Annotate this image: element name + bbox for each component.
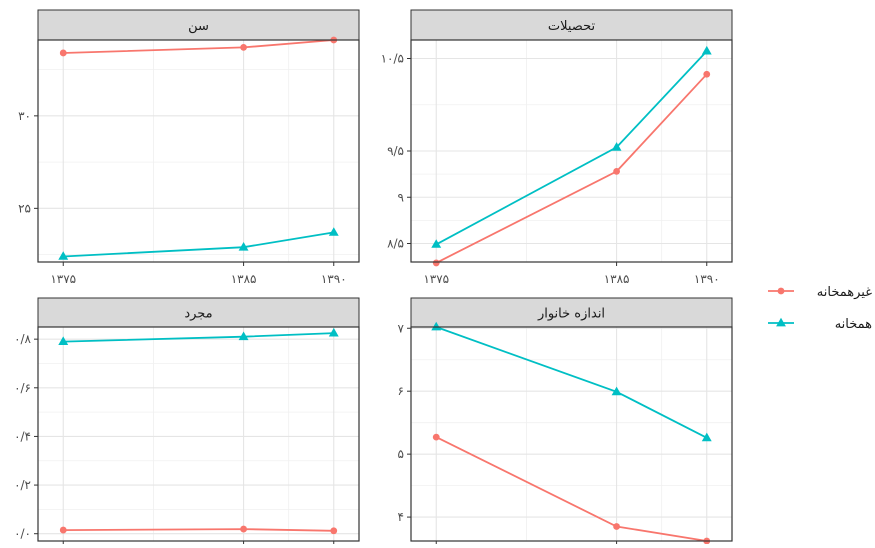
facet-title: اندازه خانوار [537, 307, 605, 322]
y-tick-label: ۰/۸ [14, 332, 31, 346]
x-tick-label: ۱۳۹۰ [321, 272, 347, 286]
data-point [240, 44, 247, 51]
data-point [58, 251, 69, 260]
y-tick-label: ۰/۶ [14, 381, 31, 395]
data-point [240, 525, 247, 533]
data-point [238, 242, 249, 251]
y-tick-label: ۲۵ [18, 201, 31, 215]
y-tick-label: ۹ [398, 190, 404, 204]
data-point [330, 527, 338, 535]
data-point [703, 70, 711, 78]
x-tick-label: ۱۳۷۵ [50, 272, 76, 286]
x-tick-label: ۱۳۹۰ [694, 272, 720, 286]
facet-title: سن [188, 19, 209, 34]
data-point [328, 227, 339, 236]
legend-key-marker [777, 287, 785, 295]
data-point [59, 526, 67, 534]
data-point [431, 239, 442, 248]
panel-border [37, 326, 360, 542]
panel-border [37, 39, 360, 263]
facet-panel-2: تحصیلات ۸/۵ ۹ ۹/۵ ۱۰/۵ ۱۳۷۵ ۱۳۸۵ ۱۳۹۰ [381, 9, 733, 286]
legend-key-marker [776, 317, 786, 327]
data-point [613, 523, 620, 530]
y-tick-label: ۵ [398, 447, 404, 461]
facet-strip [37, 9, 360, 41]
data-point [611, 386, 622, 396]
y-tick-label: ۰/۰ [14, 527, 31, 541]
facet-panel-3: مجرد ۰/۰ ۰/۲ ۰/۴ ۰/۶ ۰/۸ [14, 297, 360, 545]
y-tick-label: ۳۰ [18, 109, 31, 123]
data-point [58, 336, 69, 345]
legend: غیرهمخانه همخانه [768, 285, 872, 332]
facet-title: تحصیلات [548, 19, 596, 34]
y-tick-label: ۶ [398, 384, 404, 398]
x-tick-label: ۱۳۷۵ [423, 272, 449, 286]
facet-strip [410, 9, 733, 41]
legend-label: غیرهمخانه [817, 285, 872, 300]
y-tick-label: ۷ [398, 321, 405, 335]
legend-label: همخانه [835, 317, 872, 332]
facet-panel-4: اندازه خانوار ۴ ۵ ۶ ۷ [398, 297, 733, 545]
data-point [328, 327, 339, 337]
data-point [432, 433, 440, 441]
y-tick-label: ۱۰/۵ [381, 52, 404, 66]
facet-panel-1: سن ۲۵ ۳۰ ۱۳۷۵ ۱۳۸۵ ۱۳۹۰ [18, 9, 360, 286]
x-tick-label: ۱۳۸۵ [604, 272, 630, 286]
facet-title: مجرد [184, 307, 212, 322]
y-tick-label: ۸/۵ [387, 237, 404, 251]
panel-background [38, 40, 359, 262]
data-point [611, 142, 622, 151]
y-tick-label: ۰/۴ [14, 429, 31, 443]
data-point [613, 167, 620, 175]
panel-background [411, 327, 732, 541]
y-tick-label: ۴ [398, 510, 404, 524]
data-point [431, 321, 442, 331]
data-point [432, 259, 440, 267]
data-point [701, 432, 712, 442]
x-tick-label: ۱۳۸۵ [231, 272, 257, 286]
panel-border [410, 39, 733, 263]
data-point [701, 45, 712, 55]
facet-strip [410, 297, 733, 328]
panel-background [38, 327, 359, 541]
data-point [238, 331, 249, 341]
y-tick-label: ۰/۲ [14, 478, 31, 492]
data-point [59, 49, 67, 57]
panel-border [410, 326, 733, 542]
y-tick-label: ۹/۵ [387, 144, 404, 158]
